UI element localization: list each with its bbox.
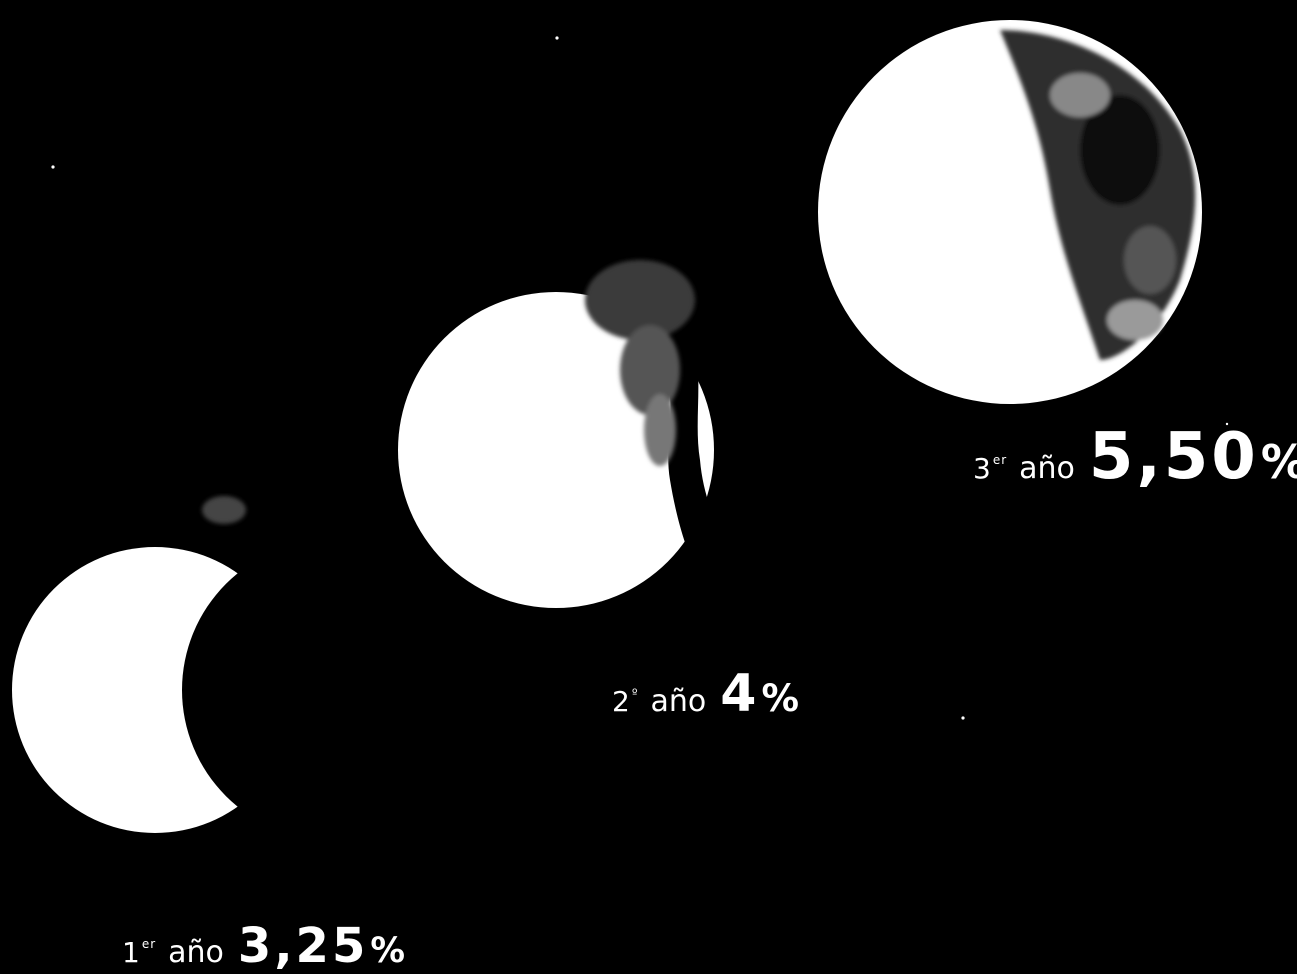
ordinal: 1er — [122, 936, 157, 969]
rate-value: 4% — [720, 664, 799, 724]
phase-label-year-1: 1er año 3,25% — [122, 918, 405, 974]
moon-nearly-full — [818, 20, 1202, 404]
year-word: año — [650, 684, 707, 719]
phase-label-year-2: 2º año 4% — [612, 664, 799, 724]
rate-value: 5,50% — [1088, 420, 1297, 494]
star — [1225, 422, 1229, 426]
year-word: año — [1019, 451, 1075, 486]
rate-value: 3,25% — [237, 918, 405, 974]
star — [51, 165, 55, 169]
star — [961, 716, 965, 720]
moon-gibbous — [398, 260, 760, 620]
star — [555, 36, 559, 40]
moon-crescent — [12, 496, 482, 840]
year-word: año — [168, 935, 224, 970]
phase-label-year-3: 3er año 5,50% — [973, 420, 1297, 494]
ordinal: 2º — [612, 685, 639, 718]
ordinal: 3er — [973, 452, 1008, 485]
